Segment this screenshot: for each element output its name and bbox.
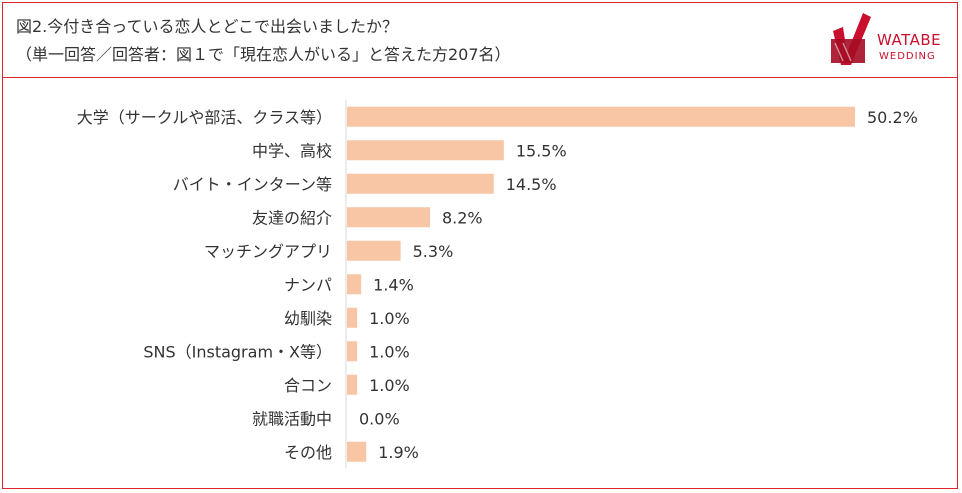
logo-sub: WEDDING: [879, 51, 936, 62]
data-label: 1.9%: [378, 443, 419, 462]
bar: [347, 140, 504, 161]
logo-word: WATABE: [877, 31, 942, 49]
category-label: バイト・インターン等: [173, 175, 332, 194]
category-label: 友達の紹介: [252, 208, 332, 227]
data-label: 5.3%: [413, 242, 454, 261]
category-label: その他: [284, 443, 332, 462]
logo-mark-icon: [831, 13, 871, 65]
bar: [347, 341, 358, 362]
data-label: 50.2%: [867, 108, 918, 127]
category-label: 合コン: [284, 376, 332, 395]
category-label: ナンパ: [284, 275, 332, 294]
category-label: 幼馴染: [284, 309, 332, 328]
data-label: 15.5%: [516, 141, 567, 160]
category-label: 中学、高校: [252, 141, 332, 160]
chart-title: 図2.今付き合っている恋人とどこで出会いましたか？: [16, 17, 398, 36]
data-label: 8.2%: [442, 208, 483, 227]
data-label: 14.5%: [506, 175, 557, 194]
category-label: マッチングアプリ: [204, 242, 332, 261]
header: 図2.今付き合っている恋人とどこで出会いましたか？ （単一回答／回答者：図１で「…: [3, 3, 957, 78]
data-label: 1.4%: [373, 275, 414, 294]
category-label: 就職活動中: [252, 409, 332, 428]
bar: [347, 374, 358, 395]
bar: [347, 274, 362, 295]
category-label: 大学（サークルや部活、クラス等）: [77, 108, 332, 127]
bar: [347, 173, 494, 194]
watabe-wedding-logo: WATABE WEDDING: [829, 9, 949, 71]
data-label: 1.0%: [369, 376, 410, 395]
chart-subtitle: （単一回答／回答者：図１で「現在恋人がいる」と答えた方207名）: [16, 45, 511, 64]
bar: [347, 307, 358, 328]
data-label: 1.0%: [369, 342, 410, 361]
bar: [347, 207, 430, 228]
bar: [347, 240, 401, 261]
data-label: 0.0%: [359, 409, 400, 428]
bar: [347, 106, 855, 127]
data-label: 1.0%: [369, 309, 410, 328]
category-label: SNS（Instagram・X等）: [143, 342, 332, 361]
bar: [347, 441, 367, 462]
